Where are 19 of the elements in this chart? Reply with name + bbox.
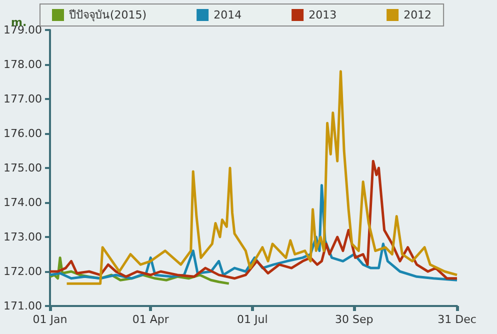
y-tick-label: 171.00 bbox=[4, 300, 42, 312]
x-tick-label: 01 Jan bbox=[32, 313, 68, 326]
legend-label: 2012 bbox=[404, 8, 432, 22]
line-series bbox=[48, 160, 458, 280]
y-tick-label: 177.00 bbox=[4, 92, 42, 106]
legend-label: ปีปัจจุบัน(2015) bbox=[68, 8, 147, 22]
x-tick-label: 31 Dec bbox=[438, 313, 476, 326]
x-tick-label: 01 Apr bbox=[132, 313, 170, 326]
y-tick-label: 175.00 bbox=[4, 162, 42, 174]
legend-label: 2013 bbox=[308, 8, 337, 22]
y-tick-label: 173.00 bbox=[4, 230, 42, 244]
y-tick-label: 178.00 bbox=[4, 58, 42, 71]
y-tick-label: 176.00 bbox=[4, 127, 42, 140]
legend-label: 2014 bbox=[214, 8, 242, 22]
y-tick-label: 174.00 bbox=[4, 196, 42, 209]
x-tick-label: 30 Sep bbox=[335, 313, 374, 326]
line-series bbox=[66, 70, 458, 285]
y-tick-label: 172.00 bbox=[4, 265, 42, 278]
x-tick-label: 01 Jul bbox=[237, 313, 268, 326]
